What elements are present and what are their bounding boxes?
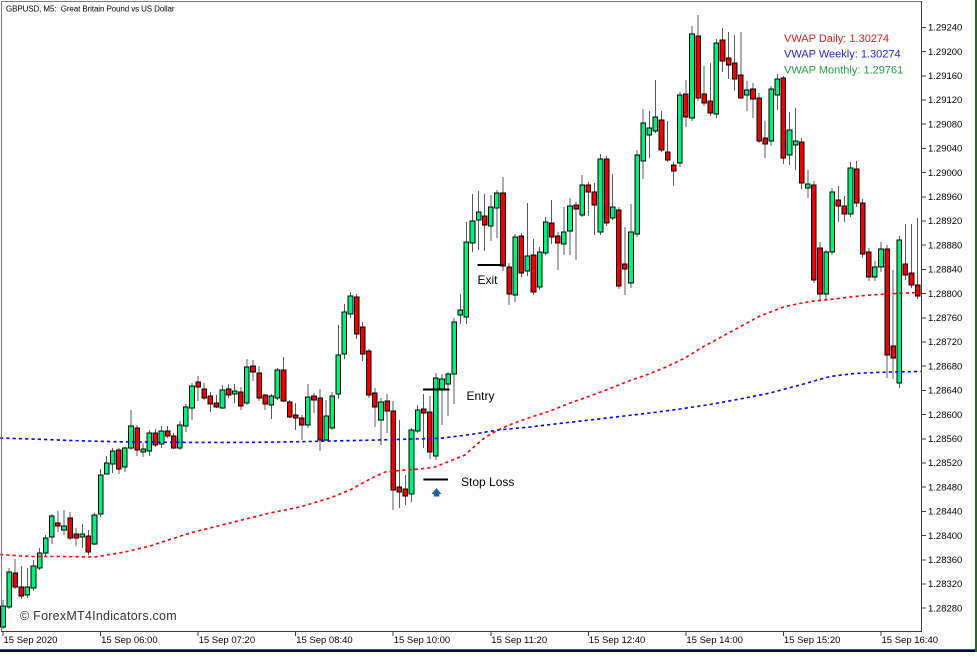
svg-text:1.28320: 1.28320 [928,579,962,590]
svg-text:GBPUSD, M5: Great Britain Pou: GBPUSD, M5: Great Britain Pound vs US Do… [6,5,175,14]
svg-text:© ForexMT4Indicators.com: © ForexMT4Indicators.com [20,609,177,623]
svg-text:15 Sep 06:00: 15 Sep 06:00 [101,635,158,646]
svg-text:Entry: Entry [467,389,495,403]
svg-text:1.28760: 1.28760 [928,313,962,324]
svg-text:VWAP Monthly: 1.29761: VWAP Monthly: 1.29761 [784,65,903,77]
svg-text:15 Sep 07:20: 15 Sep 07:20 [199,635,256,646]
svg-text:1.29080: 1.29080 [928,119,962,130]
svg-text:1.28960: 1.28960 [928,192,962,203]
svg-text:VWAP Weekly: 1.30274: VWAP Weekly: 1.30274 [784,49,901,61]
svg-text:1.29200: 1.29200 [928,47,962,58]
svg-text:15 Sep 11:20: 15 Sep 11:20 [491,635,547,646]
svg-text:Stop Loss: Stop Loss [461,475,514,489]
svg-text:1.28560: 1.28560 [928,434,962,445]
svg-text:1.28920: 1.28920 [928,216,962,227]
svg-text:1.28520: 1.28520 [928,458,962,469]
svg-text:1.29160: 1.29160 [928,71,962,82]
svg-text:1.28280: 1.28280 [928,603,962,614]
svg-text:1.28400: 1.28400 [928,531,962,542]
svg-text:VWAP Daily: 1.30274: VWAP Daily: 1.30274 [784,33,889,45]
svg-text:1.29240: 1.29240 [928,23,962,34]
svg-text:1.28440: 1.28440 [928,507,962,518]
svg-text:1.28800: 1.28800 [928,289,962,300]
svg-text:15 Sep 12:40: 15 Sep 12:40 [589,635,646,646]
svg-text:1.28360: 1.28360 [928,555,962,566]
svg-text:1.28720: 1.28720 [928,337,962,348]
svg-text:1.28840: 1.28840 [928,265,962,276]
svg-text:15 Sep 08:40: 15 Sep 08:40 [296,635,353,646]
svg-text:1.29000: 1.29000 [928,168,962,179]
svg-text:15 Sep 16:40: 15 Sep 16:40 [882,635,939,646]
svg-text:1.28480: 1.28480 [928,482,962,493]
svg-text:1.29120: 1.29120 [928,95,962,106]
svg-text:1.28600: 1.28600 [928,410,962,421]
svg-text:1.28880: 1.28880 [928,240,962,251]
svg-text:15 Sep 10:00: 15 Sep 10:00 [394,635,451,646]
svg-text:15 Sep 15:20: 15 Sep 15:20 [784,635,841,646]
svg-text:Exit: Exit [478,273,499,287]
svg-text:1.29040: 1.29040 [928,144,962,155]
svg-text:15 Sep 2020: 15 Sep 2020 [4,635,58,646]
svg-text:15 Sep 14:00: 15 Sep 14:00 [686,635,743,646]
svg-text:1.28640: 1.28640 [928,386,962,397]
svg-text:1.28680: 1.28680 [928,361,962,372]
